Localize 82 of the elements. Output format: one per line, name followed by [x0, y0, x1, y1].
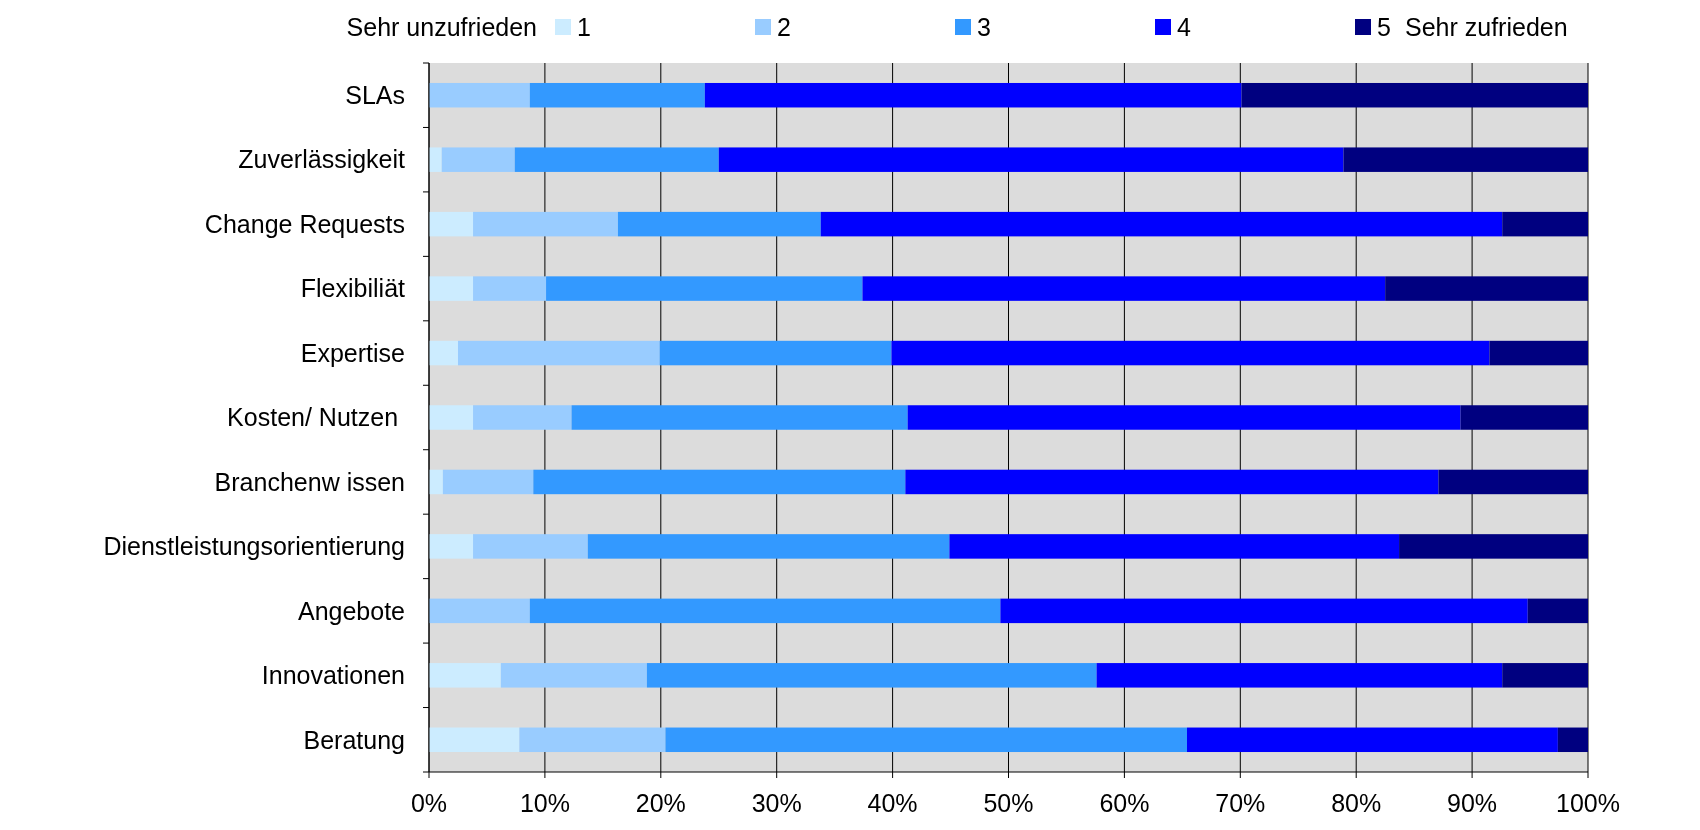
y-tick-label: Kosten/ Nutzen	[227, 403, 405, 432]
bar	[820, 211, 1503, 237]
bar	[429, 340, 458, 366]
bar	[429, 147, 442, 172]
bar	[429, 534, 474, 559]
x-tick-label: 40%	[867, 789, 918, 817]
y-tick-label: Dienstleistungsorientierung	[103, 532, 405, 561]
bar	[718, 147, 1344, 172]
bar	[457, 340, 660, 366]
bar	[1343, 147, 1588, 172]
bar	[1489, 340, 1588, 366]
bar	[429, 663, 501, 688]
x-tick-label: 30%	[751, 789, 802, 817]
bar	[429, 405, 474, 430]
bar	[519, 727, 666, 753]
bar	[1000, 598, 1528, 624]
bar	[1438, 469, 1588, 495]
bar	[1502, 663, 1588, 688]
y-tick-label: Angebote	[297, 596, 405, 625]
legend-label: 3	[977, 12, 991, 41]
bar	[473, 405, 572, 430]
bar	[1186, 727, 1558, 753]
bar	[500, 663, 647, 688]
legend-label: 1	[577, 12, 591, 41]
x-tick-label: 100%	[1556, 789, 1620, 817]
text: Sehr zufrieden	[1405, 12, 1568, 41]
bar	[949, 534, 1400, 559]
bar	[533, 469, 906, 495]
bar	[529, 82, 705, 108]
bar	[529, 598, 1001, 624]
bar	[1502, 211, 1588, 237]
bar	[704, 82, 1242, 108]
bar	[429, 469, 443, 495]
bar	[429, 211, 474, 237]
bar	[659, 340, 892, 366]
bar	[442, 469, 534, 495]
bar	[905, 469, 1439, 495]
x-tick-label: 50%	[983, 789, 1034, 817]
bar	[1399, 534, 1588, 559]
legend-label: 2	[777, 12, 791, 41]
y-tick-label: Innovationen	[261, 661, 405, 690]
y-tick-label: SLAs	[345, 80, 405, 109]
bar	[907, 405, 1461, 430]
bar	[617, 211, 821, 237]
bar	[429, 82, 530, 108]
x-tick-label: 90%	[1447, 789, 1498, 817]
bar	[587, 534, 950, 559]
bar	[891, 340, 1490, 366]
text: Sehr unzufrieden	[346, 12, 537, 41]
y-tick-label: Zuverlässigkeit	[238, 145, 406, 174]
x-tick-label: 70%	[1215, 789, 1266, 817]
bar	[1557, 727, 1588, 753]
bar	[429, 727, 520, 753]
y-tick-label: Expertise	[300, 338, 405, 367]
y-tick-label: Beratung	[303, 725, 405, 754]
bar	[429, 598, 530, 624]
bar	[473, 211, 618, 237]
x-tick-label: 0%	[410, 789, 448, 817]
bar	[1096, 663, 1503, 688]
bar	[1460, 405, 1588, 430]
y-tick-label: Flexibiliät	[300, 274, 406, 303]
bar	[429, 276, 474, 301]
bar	[473, 534, 588, 559]
bar	[665, 727, 1187, 753]
bar	[862, 276, 1386, 301]
bar	[1527, 598, 1588, 624]
x-tick-label: 10%	[519, 789, 570, 817]
bar	[1241, 82, 1588, 108]
x-tick-label: 80%	[1331, 789, 1382, 817]
x-tick-label: 60%	[1099, 789, 1150, 817]
bar	[571, 405, 908, 430]
bar	[514, 147, 719, 172]
bar	[441, 147, 515, 172]
y-tick-label: Change Requests	[204, 209, 405, 238]
bar	[1385, 276, 1589, 301]
legend-label: 5	[1377, 12, 1391, 41]
bar	[646, 663, 1097, 688]
y-tick-label: Branchenw issen	[214, 467, 405, 496]
legend-label: 4	[1177, 12, 1191, 41]
bar	[546, 276, 863, 301]
x-tick-label: 20%	[635, 789, 686, 817]
bar	[473, 276, 547, 301]
